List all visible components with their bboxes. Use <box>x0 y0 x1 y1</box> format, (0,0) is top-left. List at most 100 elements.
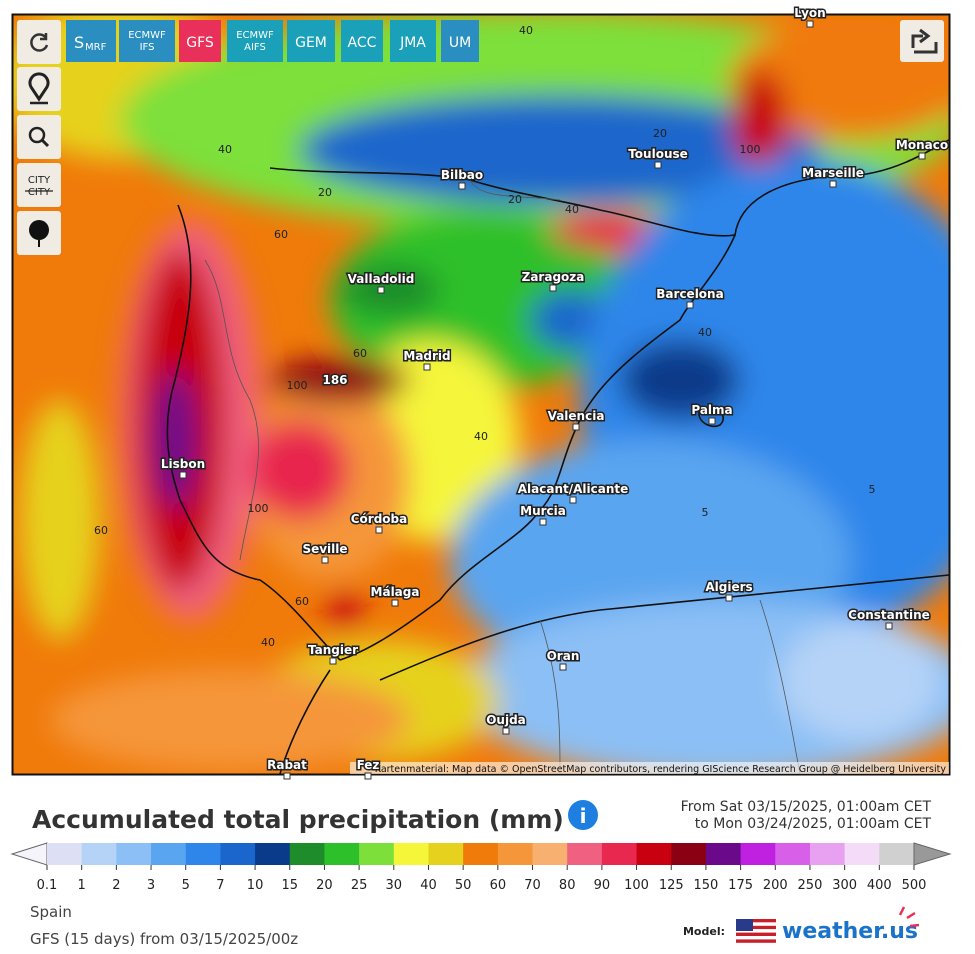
flag <box>736 919 776 943</box>
city[interactable]: Palma <box>690 402 734 425</box>
brand[interactable]: weather.us <box>782 919 918 944</box>
legend-swatch <box>601 843 638 865</box>
tool-button[interactable] <box>17 211 61 255</box>
city[interactable]: Oran <box>545 648 581 671</box>
model-button[interactable]: S MRF <box>66 20 116 62</box>
city-dot <box>829 180 837 188</box>
city[interactable]: Rabat <box>266 757 309 780</box>
contour-label: 40 <box>218 143 232 156</box>
model-button[interactable]: GEM <box>287 20 335 62</box>
legend-tick-label: 500 <box>902 878 927 893</box>
city[interactable]: Constantine <box>847 607 931 630</box>
legend-start <box>10 842 48 866</box>
legend-swatch <box>47 843 83 865</box>
legend-tick-label: 400 <box>867 878 892 893</box>
model-button[interactable]: GFS <box>179 20 221 62</box>
city-dot <box>572 423 580 431</box>
map[interactable] <box>0 0 975 780</box>
city-dot <box>885 622 893 630</box>
city[interactable]: Monaco <box>894 137 950 160</box>
legend-end <box>913 842 952 866</box>
attribution-bg <box>350 762 949 774</box>
borders <box>204 179 801 774</box>
city[interactable]: Fez <box>355 757 381 780</box>
legend-swatch <box>359 843 395 865</box>
contour-label: 20 <box>318 186 332 199</box>
city-dot <box>377 286 385 294</box>
legend-swatch <box>809 843 846 865</box>
legend-swatch <box>220 843 256 865</box>
flag-stripe <box>736 925 776 930</box>
city[interactable]: Algiers <box>704 579 754 602</box>
button-bg <box>287 20 335 62</box>
city[interactable]: Lisbon <box>159 456 207 479</box>
city[interactable]: Tangier <box>306 642 360 665</box>
city[interactable]: Toulouse <box>627 146 689 169</box>
legend-tick-label: 70 <box>524 878 541 893</box>
city-dot <box>559 663 567 671</box>
city[interactable]: Alacant/Alicante <box>516 481 630 504</box>
model-button[interactable]: UM <box>441 20 479 62</box>
city[interactable]: Valencia <box>546 408 606 431</box>
model-button[interactable]: ACC <box>341 20 383 62</box>
contour-label: 60 <box>274 228 288 241</box>
contour-label: 60 <box>295 595 309 608</box>
contour-label: 20 <box>508 193 522 206</box>
legend-swatch <box>740 843 776 865</box>
zoom-icon <box>28 126 46 144</box>
button-bg <box>179 20 221 62</box>
legend-swatch <box>567 843 603 865</box>
city-label: Madrid <box>403 349 450 363</box>
pin-icon <box>28 72 50 102</box>
legend-swatch <box>463 843 499 865</box>
legend-swatch <box>879 843 915 865</box>
button-bg <box>119 20 175 62</box>
city[interactable]: Málaga <box>369 584 421 607</box>
tool-button[interactable] <box>17 115 61 159</box>
city-label: Valladolid <box>348 272 415 286</box>
city[interactable]: Lyon <box>793 5 827 28</box>
legend-tick-label: 80 <box>559 878 576 893</box>
flag-stripe <box>736 932 776 936</box>
city[interactable]: Marseille <box>801 165 865 188</box>
tool-button[interactable] <box>17 67 61 111</box>
tool-button[interactable] <box>17 20 61 64</box>
city-label: Alacant/Alicante <box>518 482 629 496</box>
attribution: Kartenmaterial: Map data © OpenStreetMap… <box>375 764 947 775</box>
city[interactable]: Barcelona <box>655 286 725 309</box>
legend-tick-label: 40 <box>420 878 437 893</box>
city[interactable]: Madrid <box>402 348 452 371</box>
flag-stripe <box>736 919 776 923</box>
city[interactable]: Seville <box>301 541 349 564</box>
city-dot <box>391 599 399 607</box>
share-button[interactable] <box>900 20 944 62</box>
legend-swatch <box>116 843 152 865</box>
info-button[interactable]: i <box>568 800 598 830</box>
city[interactable]: Valladolid <box>346 271 416 294</box>
legend-tick-label: 3 <box>147 878 155 893</box>
model-button[interactable]: JMA <box>390 20 436 62</box>
period-line: to Mon 03/24/2025, 01:00am CET <box>695 816 932 832</box>
city-label: Tangier <box>308 643 358 657</box>
city-dot <box>179 471 187 479</box>
legend-swatch <box>81 843 117 865</box>
legend-tick-label: 200 <box>763 878 788 893</box>
city[interactable]: Zaragoza <box>520 269 586 292</box>
button-label: JMA <box>399 35 426 51</box>
city-dot <box>539 518 547 526</box>
legend-tick-label: 0.1 <box>37 878 58 893</box>
city[interactable]: Bilbao <box>439 167 485 190</box>
city[interactable]: Córdoba <box>349 511 409 534</box>
city-label: Oujda <box>486 713 526 727</box>
legend-tick-label: 300 <box>832 878 857 893</box>
city-label: Bilbao <box>441 168 483 182</box>
button-label: AIFS <box>244 42 266 53</box>
coastline <box>166 139 949 774</box>
legend-tick-label: 50 <box>455 878 472 893</box>
city[interactable]: Murcia <box>519 503 567 526</box>
city[interactable]: Oujda <box>485 712 527 735</box>
